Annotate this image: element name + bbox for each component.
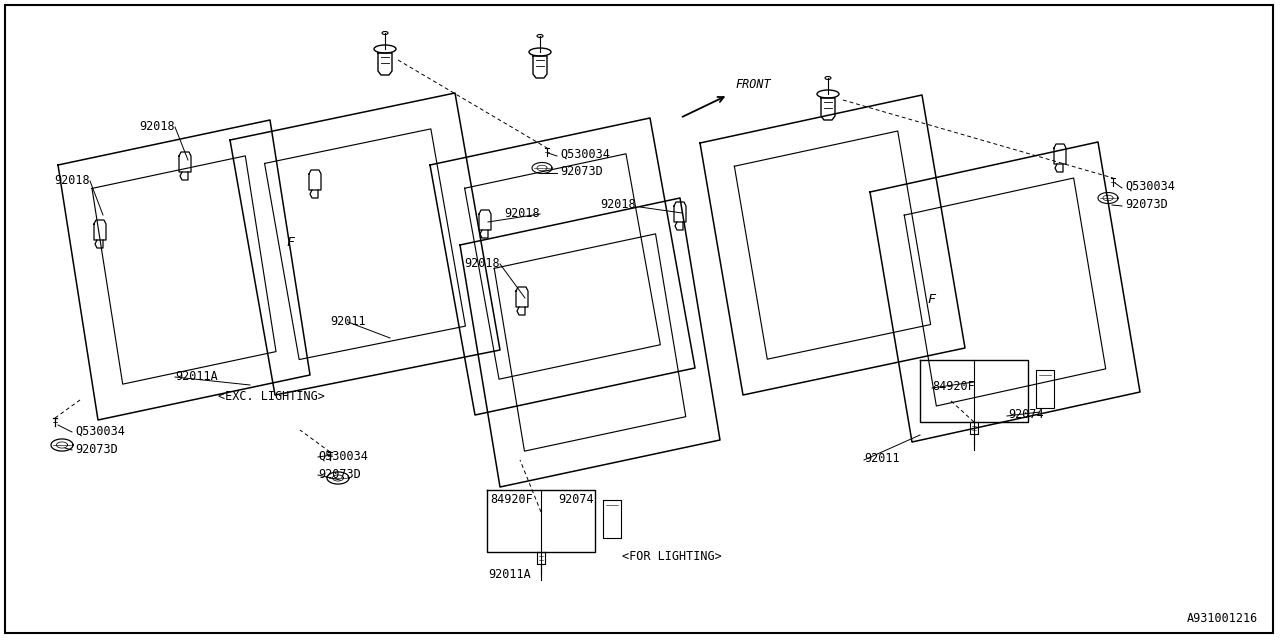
Ellipse shape (374, 45, 396, 53)
Text: F: F (287, 236, 294, 250)
Ellipse shape (529, 48, 550, 56)
Text: 92011A: 92011A (489, 568, 531, 581)
Text: FRONT: FRONT (735, 78, 771, 91)
Text: 92074: 92074 (1009, 408, 1043, 421)
Text: F: F (927, 293, 936, 306)
Text: 92018: 92018 (140, 120, 175, 133)
Text: 92011: 92011 (330, 315, 366, 328)
Ellipse shape (817, 90, 838, 98)
Text: A931001216: A931001216 (1187, 612, 1258, 625)
Text: 92011A: 92011A (175, 370, 218, 383)
Text: <FOR LIGHTING>: <FOR LIGHTING> (622, 550, 722, 563)
Text: 92018: 92018 (504, 207, 540, 220)
Text: 92073D: 92073D (561, 165, 603, 178)
Text: 92011: 92011 (864, 452, 900, 465)
Text: 92073D: 92073D (76, 443, 118, 456)
Text: 92073D: 92073D (317, 468, 361, 481)
Text: 84920F: 84920F (490, 493, 532, 506)
Ellipse shape (381, 31, 388, 35)
Ellipse shape (826, 77, 831, 79)
Text: 84920F: 84920F (932, 380, 975, 393)
Ellipse shape (538, 35, 543, 38)
Text: Q530034: Q530034 (76, 425, 125, 438)
Text: 92018: 92018 (600, 198, 636, 211)
Text: 92074: 92074 (558, 493, 594, 506)
Text: <EXC. LIGHTING>: <EXC. LIGHTING> (218, 390, 325, 403)
Text: Q530034: Q530034 (1125, 180, 1175, 193)
Text: Q530034: Q530034 (317, 450, 367, 463)
Text: 92073D: 92073D (1125, 198, 1167, 211)
Text: 92018: 92018 (465, 257, 500, 270)
Text: 92018: 92018 (54, 174, 90, 187)
Text: Q530034: Q530034 (561, 148, 609, 161)
